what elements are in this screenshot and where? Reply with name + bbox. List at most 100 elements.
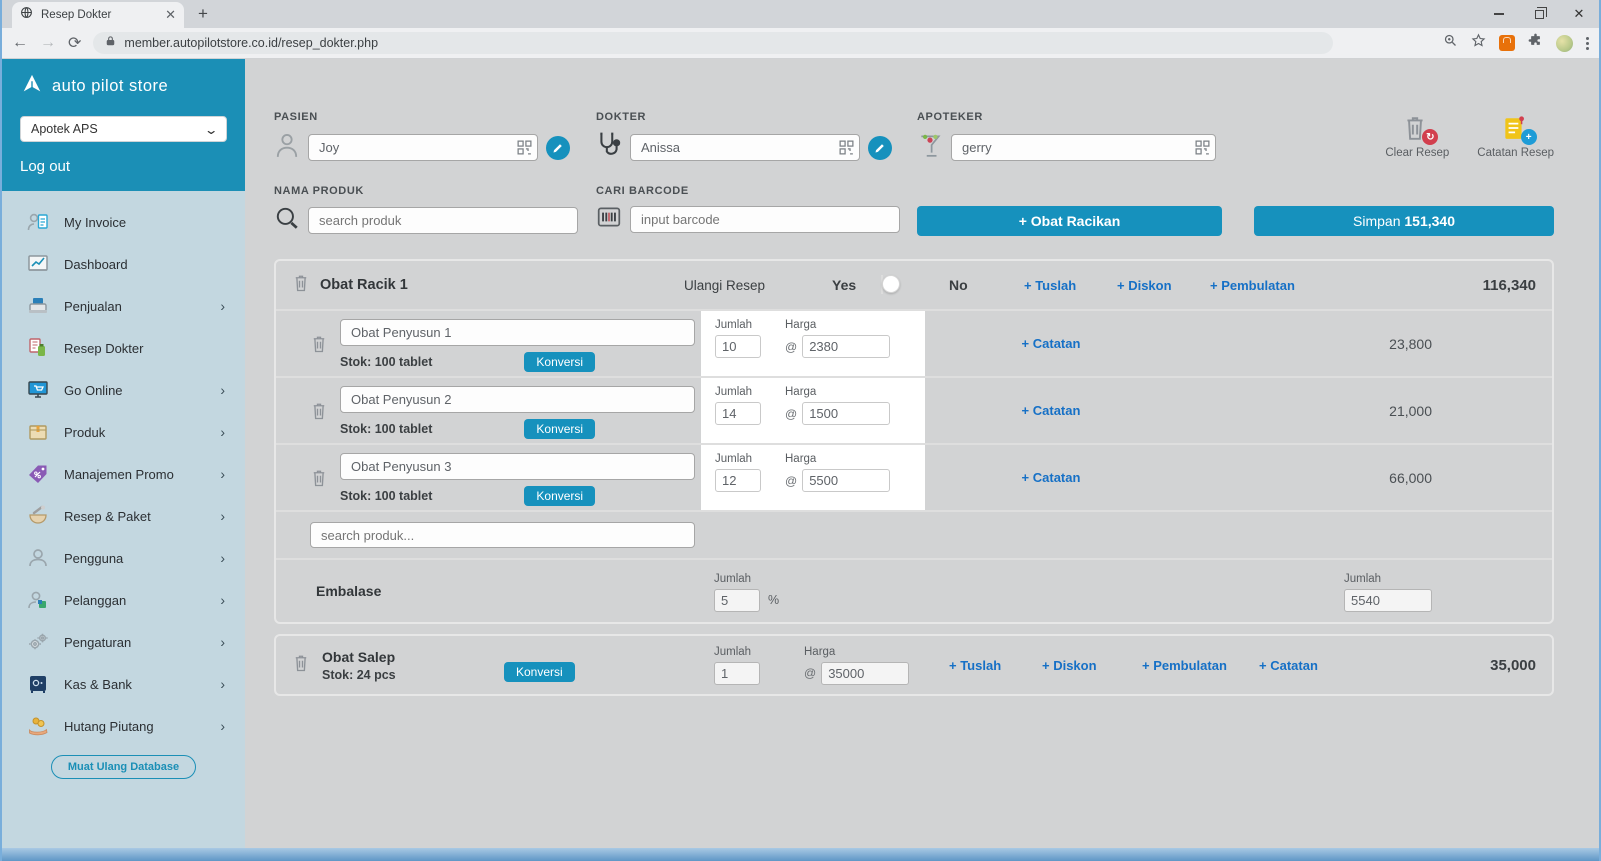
- harga-input[interactable]: [802, 469, 890, 492]
- trash-icon[interactable]: [292, 272, 310, 299]
- add-ingredient-search-input[interactable]: [310, 522, 695, 548]
- qr-scan-icon[interactable]: [1194, 139, 1211, 161]
- jumlah-input[interactable]: [715, 469, 761, 492]
- browser-tab[interactable]: Resep Dokter ✕: [12, 2, 184, 28]
- dokter-input[interactable]: [630, 134, 860, 161]
- forward-icon[interactable]: →: [40, 34, 56, 52]
- sidebar-item-resep-paket[interactable]: Resep & Paket ›: [2, 495, 245, 537]
- salep-total: 35,000: [1369, 657, 1536, 674]
- catatan-link[interactable]: + Catatan: [1022, 403, 1081, 418]
- sidebar-item-my-invoice[interactable]: My Invoice: [2, 201, 245, 243]
- restore-button[interactable]: [1519, 0, 1559, 28]
- sidebar-item-resep-dokter[interactable]: Resep Dokter: [2, 327, 245, 369]
- obat-salep-row: Obat Salep Stok: 24 pcs Konversi Jumlah …: [274, 634, 1554, 696]
- pembulatan-link[interactable]: + Pembulatan: [1142, 658, 1259, 673]
- brand-name: auto pilot store: [52, 77, 168, 96]
- catatan-resep-button[interactable]: + Catatan Resep: [1477, 113, 1554, 159]
- trash-icon[interactable]: [310, 311, 340, 376]
- sidebar-item-go-online[interactable]: Go Online ›: [2, 369, 245, 411]
- menu-dots-icon[interactable]: [1586, 37, 1589, 50]
- qr-scan-icon[interactable]: [838, 139, 855, 161]
- konversi-button[interactable]: Konversi: [524, 352, 595, 372]
- toggle-no-label: No: [949, 277, 1024, 293]
- catatan-link[interactable]: + Catatan: [1022, 336, 1081, 351]
- sidebar-item-produk[interactable]: Produk ›: [2, 411, 245, 453]
- minimize-button[interactable]: [1479, 0, 1519, 28]
- settings-icon: [26, 630, 50, 654]
- apoteker-input[interactable]: [951, 134, 1216, 161]
- reload-icon[interactable]: ⟳: [68, 33, 81, 53]
- new-tab-button[interactable]: +: [198, 4, 208, 24]
- obat-racikan-button[interactable]: + Obat Racikan: [917, 206, 1222, 236]
- jumlah-label: Jumlah: [714, 573, 779, 585]
- jumlah-input[interactable]: [714, 662, 760, 685]
- trash-icon[interactable]: [310, 445, 340, 510]
- store-select[interactable]: Apotek APS ⌄: [20, 116, 227, 142]
- harga-input[interactable]: [802, 335, 890, 358]
- url-field[interactable]: member.autopilotstore.co.id/resep_dokter…: [93, 32, 1333, 54]
- diskon-link[interactable]: + Diskon: [1042, 658, 1142, 673]
- embalase-label: Embalase: [316, 583, 714, 599]
- sidebar-menu: My Invoice Dashboard Penjualan › Resep D…: [2, 191, 245, 848]
- simpan-button[interactable]: Simpan 151,340: [1254, 206, 1554, 236]
- barcode-input[interactable]: [630, 206, 900, 233]
- tab-close-icon[interactable]: ✕: [165, 7, 176, 23]
- stethoscope-icon: [596, 130, 622, 165]
- user-icon: [26, 546, 50, 570]
- sidebar-item-manajemen-promo[interactable]: Manajemen Promo ›: [2, 453, 245, 495]
- chevron-right-icon: ›: [220, 718, 225, 734]
- qr-scan-icon[interactable]: [516, 139, 533, 161]
- sidebar-item-dashboard[interactable]: Dashboard: [2, 243, 245, 285]
- ingredient-name-input[interactable]: [340, 453, 695, 480]
- trash-icon[interactable]: [292, 652, 322, 679]
- tuslah-link[interactable]: + Tuslah: [1024, 278, 1117, 293]
- tuslah-link[interactable]: + Tuslah: [949, 658, 1042, 673]
- ulangi-resep-toggle[interactable]: [881, 275, 883, 294]
- clear-resep-button[interactable]: ↻ Clear Resep: [1385, 113, 1449, 159]
- reload-database-button[interactable]: Muat Ulang Database: [51, 755, 196, 779]
- zoom-icon[interactable]: [1443, 33, 1458, 53]
- konversi-button[interactable]: Konversi: [524, 486, 595, 506]
- jumlah-label: Jumlah: [715, 319, 761, 331]
- search-icon: [274, 204, 300, 237]
- embalase-percent-input[interactable]: [714, 589, 760, 612]
- jumlah-input[interactable]: [715, 402, 761, 425]
- sidebar-item-kas-bank[interactable]: Kas & Bank ›: [2, 663, 245, 705]
- back-icon[interactable]: ←: [12, 34, 28, 52]
- chevron-right-icon: ›: [220, 298, 225, 314]
- jumlah-input[interactable]: [715, 335, 761, 358]
- harga-input[interactable]: [802, 402, 890, 425]
- sidebar-item-hutang-piutang[interactable]: Hutang Piutang ›: [2, 705, 245, 747]
- profile-avatar[interactable]: [1556, 35, 1573, 52]
- bookmark-star-icon[interactable]: [1471, 33, 1486, 53]
- konversi-button[interactable]: Konversi: [524, 419, 595, 439]
- catatan-link[interactable]: + Catatan: [1022, 470, 1081, 485]
- dashboard-icon: [26, 252, 50, 276]
- sidebar-item-label: Go Online: [64, 383, 206, 398]
- invoice-icon: [26, 210, 50, 234]
- extension-bag-icon[interactable]: [1499, 35, 1515, 51]
- pembulatan-link[interactable]: + Pembulatan: [1210, 278, 1336, 293]
- go-online-icon: [26, 378, 50, 402]
- search-produk-input[interactable]: [308, 207, 578, 234]
- logout-link[interactable]: Log out: [20, 158, 227, 175]
- dokter-edit-button[interactable]: [868, 136, 892, 160]
- catatan-link[interactable]: + Catatan: [1259, 658, 1369, 673]
- pasien-input[interactable]: [308, 134, 538, 161]
- diskon-link[interactable]: + Diskon: [1117, 278, 1210, 293]
- sidebar-item-pengaturan[interactable]: Pengaturan ›: [2, 621, 245, 663]
- tab-strip: Resep Dokter ✕ + ✕: [2, 0, 1599, 28]
- close-button[interactable]: ✕: [1559, 0, 1599, 28]
- harga-input[interactable]: [821, 662, 909, 685]
- ingredient-name-input[interactable]: [340, 386, 695, 413]
- trash-icon[interactable]: [310, 378, 340, 443]
- sidebar-item-pelanggan[interactable]: Pelanggan ›: [2, 579, 245, 621]
- sidebar-item-penjualan[interactable]: Penjualan ›: [2, 285, 245, 327]
- pharmacist-icon: [917, 130, 943, 165]
- pasien-edit-button[interactable]: [546, 136, 570, 160]
- sidebar-item-pengguna[interactable]: Pengguna ›: [2, 537, 245, 579]
- embalase-amount-input[interactable]: [1344, 589, 1432, 612]
- konversi-button[interactable]: Konversi: [504, 662, 575, 682]
- extensions-puzzle-icon[interactable]: [1528, 33, 1543, 53]
- ingredient-name-input[interactable]: [340, 319, 695, 346]
